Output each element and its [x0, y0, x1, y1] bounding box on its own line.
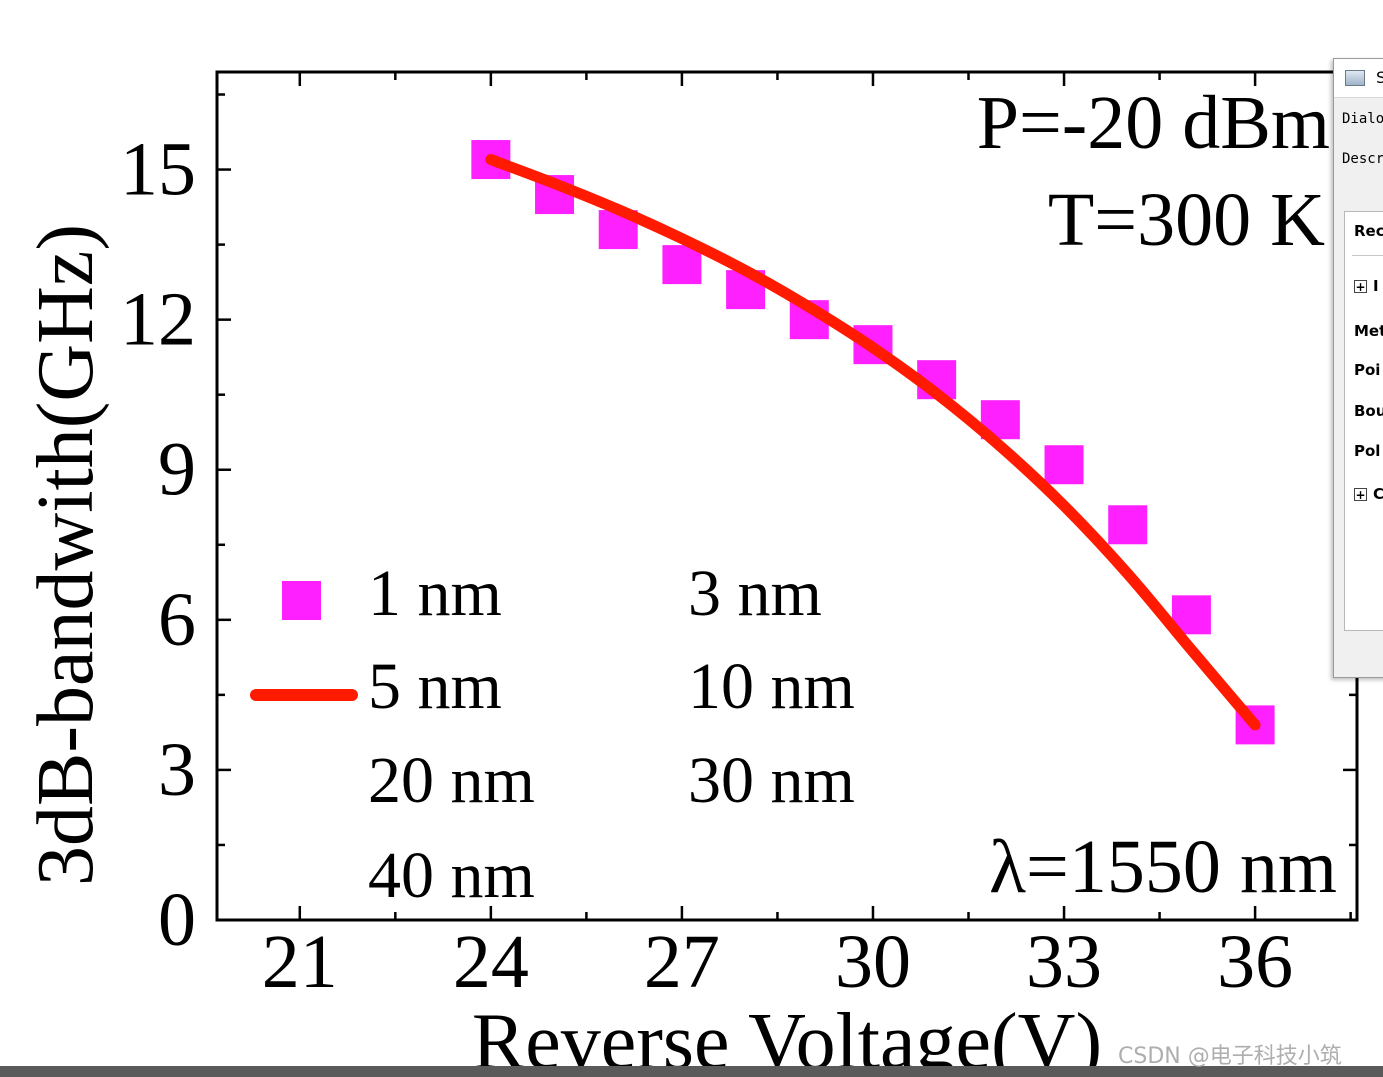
legend-label-1nm: 1 nm — [368, 557, 502, 630]
y-tick-label: 12 — [120, 278, 196, 362]
dialog-row-expand-1[interactable]: + I — [1354, 277, 1379, 295]
legend-label-10nm: 10 nm — [688, 650, 855, 723]
y-tick-label: 15 — [120, 128, 196, 212]
y-tick-label: 6 — [158, 578, 196, 662]
x-tick-label: 36 — [1217, 920, 1293, 1004]
dialog-titlebar[interactable]: S — [1334, 59, 1383, 98]
legend-marker-square — [282, 581, 321, 620]
data-point-1nm — [1044, 445, 1084, 485]
x-tick-label: 30 — [835, 920, 911, 1004]
x-axis-title: Reverse Voltage(V) — [472, 998, 1102, 1077]
expand-icon[interactable]: + — [1354, 488, 1367, 502]
dialog-row-description: Descr — [1342, 151, 1383, 167]
dialog-row-pol[interactable]: Pol — [1354, 442, 1381, 460]
legend: 1 nm 3 nm 5 nm 10 nm 20 nm 30 nm 40 nm — [250, 557, 855, 912]
y-axis-title: 3dB-bandwith(GHz) — [22, 224, 110, 886]
legend-label-30nm: 30 nm — [688, 744, 855, 817]
dialog-title: S — [1376, 68, 1383, 87]
x-tick-label: 27 — [644, 920, 720, 1004]
legend-label-3nm: 3 nm — [688, 557, 822, 630]
x-tick-label: 21 — [262, 920, 338, 1004]
annotation-wavelength: λ=1550 nm — [989, 825, 1337, 909]
dialog-separator — [1352, 255, 1383, 256]
dialog-row-bou[interactable]: Bou — [1354, 402, 1383, 420]
series-line-5nm — [485, 154, 1261, 731]
y-tick-label: 9 — [158, 428, 196, 512]
legend-label-40nm: 40 nm — [368, 839, 535, 912]
legend-label-20nm: 20 nm — [368, 744, 535, 817]
legend-label-5nm: 5 nm — [368, 650, 502, 723]
dialog-row-expand-2[interactable]: + C — [1354, 485, 1383, 503]
data-point-1nm — [1108, 505, 1148, 545]
dialog-row-dialog: Dialo — [1342, 111, 1383, 127]
annotation-power: P=-20 dBm — [977, 81, 1330, 165]
dialog-row-expand-1-label: I — [1373, 277, 1379, 295]
window-app-icon — [1345, 70, 1365, 86]
expand-icon[interactable]: + — [1354, 280, 1367, 294]
watermark: CSDN @电子科技小筑 — [1118, 1044, 1342, 1069]
y-tick-label: 3 — [158, 728, 196, 812]
dialog-row-expand-2-label: C — [1373, 485, 1383, 503]
x-tick-label: 24 — [453, 920, 529, 1004]
bottom-scroll-bar[interactable] — [0, 1066, 1383, 1077]
dialog-panel — [1344, 211, 1383, 631]
dialog-row-poi[interactable]: Poi — [1354, 361, 1381, 379]
dialog-row-met[interactable]: Met — [1354, 322, 1383, 340]
annotation-temperature: T=300 K — [1048, 178, 1325, 262]
data-point-1nm — [662, 245, 702, 285]
y-tick-label: 0 — [158, 878, 196, 962]
x-tick-label: 33 — [1026, 920, 1102, 1004]
dialog-row-rec: Rec — [1354, 222, 1383, 240]
settings-dialog[interactable]: S Dialo Descr Rec +I Met Poi Bou Pol +C — [1333, 58, 1383, 678]
